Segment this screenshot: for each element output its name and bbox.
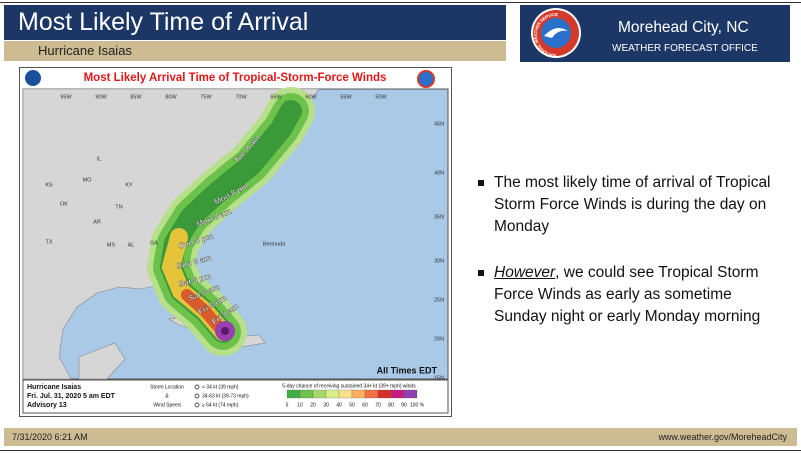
place-label: KY [125, 182, 133, 188]
lon-label: 85W [130, 94, 142, 100]
noaa-logo [25, 70, 41, 86]
lon-label: 65W [270, 94, 282, 100]
legend-key-title: Storm Location [150, 384, 184, 390]
lon-label: 75W [200, 94, 212, 100]
scale-swatch [403, 389, 418, 399]
office-box: NATIONAL WEATHER SERVICE Morehead City, … [520, 5, 790, 62]
place-label: TN [115, 204, 122, 210]
bullet-marker [478, 270, 484, 276]
lon-label: 80W [165, 94, 177, 100]
nws-logo: NATIONAL WEATHER SERVICE [531, 8, 581, 58]
legend-key-title: & [165, 393, 169, 399]
map-title: Most Likely Arrival Time of Tropical-Sto… [84, 72, 387, 84]
footer: 7/31/2020 6:21 AM www.weather.gov/Morehe… [4, 428, 797, 446]
place-label: MS [107, 242, 116, 248]
scale-label: 20 [310, 402, 316, 408]
place-label: AR [93, 219, 101, 225]
place-label: IL [97, 156, 102, 162]
place-label: MO [83, 177, 93, 183]
office-type: WEATHER FORECAST OFFICE [612, 43, 758, 54]
legend-key: < 34 kt (39 mph) [202, 384, 239, 390]
bullet-emphasis: However [494, 264, 556, 281]
lon-label: 90W [95, 94, 107, 100]
bottom-rule [0, 450, 801, 451]
slide-subtitle: Hurricane Isaias [4, 41, 506, 61]
scale-swatch [390, 389, 405, 399]
scale-title: 5-day chance of receiving sustained 34+ … [282, 383, 416, 389]
scale-label: 30 [323, 402, 329, 408]
scale-swatch [338, 389, 353, 399]
scale-label: 80 [388, 402, 394, 408]
place-label: TX [45, 239, 52, 245]
bullet-text: The most likely time of arrival of Tropi… [494, 174, 771, 235]
scale-swatch [377, 389, 392, 399]
legend-key-title: Wind Speed [153, 402, 180, 408]
key-symbol [194, 384, 200, 390]
top-rule [0, 2, 801, 3]
place-label: GA [150, 240, 158, 246]
scale-label: 70 [375, 402, 381, 408]
yucatan [78, 342, 126, 380]
scale-label: 5 [286, 402, 289, 408]
place-label: AL [128, 242, 135, 248]
map-graphic: Most Likely Arrival Time of Tropical-Sto… [19, 67, 452, 417]
scale-label: 40 [336, 402, 342, 408]
storm-center [221, 327, 229, 335]
legend-info: Advisory 13 [27, 402, 67, 409]
scale-label: 100 % [410, 402, 425, 408]
scale-label: 50 [349, 402, 355, 408]
lat-label: 40N [434, 170, 444, 176]
footer-date: 7/31/2020 6:21 AM [12, 432, 88, 442]
nws-mini-logo [417, 70, 435, 88]
scale-swatch [312, 389, 327, 399]
lat-label: 30N [434, 258, 444, 264]
lat-label: 35N [434, 214, 444, 220]
key-symbol [194, 402, 200, 408]
lon-label: 55W [340, 94, 352, 100]
time-note: All Times EDT [377, 365, 438, 375]
legend-key: ≥ 64 kt (74 mph) [202, 402, 239, 408]
bullet: The most likely time of arrival of Tropi… [478, 172, 783, 238]
scale-swatch [351, 389, 366, 399]
place-label: OK [60, 201, 68, 207]
lat-label: 20N [434, 336, 444, 342]
lat-label: 45N [434, 121, 444, 127]
bullet-marker [478, 180, 484, 186]
scale-label: 90 [401, 402, 407, 408]
place-label: Bermuda [263, 241, 286, 247]
key-symbol [194, 393, 200, 399]
bullet-text: , we could see Tropical Storm Force Wind… [494, 264, 761, 325]
scale-label: 60 [362, 402, 368, 408]
bullet: However, we could see Tropical Storm For… [478, 262, 783, 328]
lon-label: 70W [235, 94, 247, 100]
bullet-text-wrap: However, we could see Tropical Storm For… [494, 262, 783, 328]
lon-label: 60W [305, 94, 317, 100]
footer-url: www.weather.gov/MoreheadCity [658, 432, 787, 442]
scale-swatch [286, 389, 301, 399]
scale-swatch [299, 389, 314, 399]
scale-swatch [364, 389, 379, 399]
lat-label: 15N [434, 375, 444, 381]
place-label: KS [45, 182, 53, 188]
scale-swatch [325, 389, 340, 399]
scale-label: 10 [297, 402, 303, 408]
slide-title: Most Likely Time of Arrival [4, 5, 506, 40]
lat-label: 25N [434, 297, 444, 303]
legend-info: Hurricane Isaias [27, 384, 81, 391]
lon-label: 95W [60, 94, 72, 100]
office-name: Morehead City, NC [618, 19, 749, 36]
legend-info: Fri. Jul. 31, 2020 5 am EDT [27, 393, 116, 400]
legend-key: 34-63 kt (39-73 mph) [202, 393, 249, 399]
lon-label: 50W [375, 94, 387, 100]
logo-bird [544, 27, 568, 38]
